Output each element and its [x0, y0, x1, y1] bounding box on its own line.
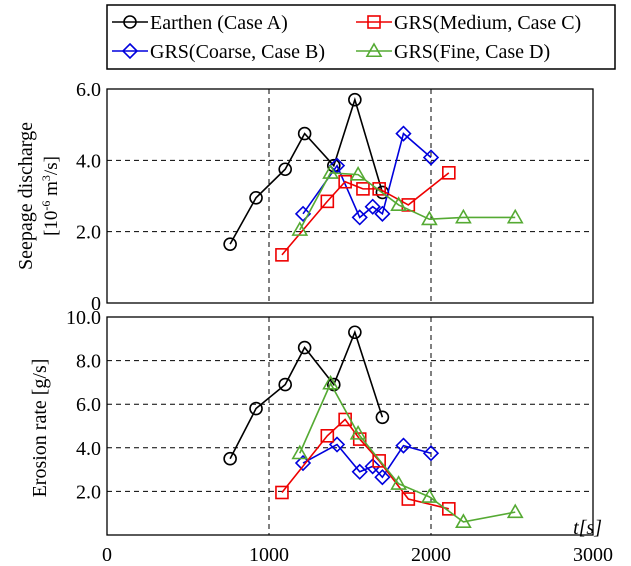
y-tick-label: 2.0 [76, 222, 101, 244]
data-point [338, 174, 352, 189]
series-line [302, 132, 432, 219]
seepage-plot-frame [106, 88, 594, 304]
data-point [320, 429, 335, 443]
series-line [281, 172, 450, 256]
data-point [356, 182, 370, 196]
erosion-plot-frame [106, 316, 594, 536]
data-point [390, 196, 407, 211]
data-point [291, 221, 309, 236]
erosion-ylabel: Erosion rate [g/s] [29, 359, 51, 498]
data-point [349, 425, 367, 440]
legend-label: GRS(Coarse, Case B) [150, 41, 325, 63]
series-line [229, 96, 384, 245]
data-point [372, 454, 386, 468]
series-line [299, 381, 516, 523]
x-axis-label: t[s] [573, 517, 602, 539]
data-point [320, 194, 335, 209]
y-tick-label: 8.0 [76, 351, 101, 373]
legend-label: GRS(Fine, Case D) [394, 41, 550, 63]
x-tick-label: 2000 [411, 544, 451, 566]
legend-entry-earthen-case-a: Earthen (Case A) [112, 12, 288, 34]
data-point [294, 205, 312, 222]
data-point [223, 451, 237, 466]
data-point [297, 126, 312, 141]
data-point [506, 208, 524, 224]
data-point [278, 377, 293, 392]
data-point [297, 340, 312, 355]
y-tick-label: 10.0 [66, 307, 101, 329]
data-point [442, 166, 456, 180]
data-point [348, 325, 362, 340]
data-point [374, 205, 391, 222]
y-tick-label: 6.0 [76, 79, 101, 101]
data-point [395, 437, 412, 454]
seepage-discharge-panel: 0 2.0 4.0 6.0 Seepage discharge [10-6 m3/s] [15, 79, 594, 315]
y-tick-label: 6.0 [76, 394, 101, 416]
seepage-ylabel-line2: [10-6 m3/s] [39, 156, 62, 236]
data-point [375, 410, 390, 425]
x-tick-label: 1000 [249, 544, 289, 566]
data-point [351, 209, 368, 226]
data-point [364, 458, 381, 475]
seepage-ylabel-line1: Seepage discharge [15, 122, 37, 270]
data-point [223, 237, 237, 251]
series-line [229, 329, 384, 460]
data-point [401, 492, 416, 506]
data-point [322, 164, 339, 179]
data-point [390, 475, 407, 490]
data-point [372, 182, 386, 196]
legend: Earthen (Case A) GRS(Medium, Case C) GRS(C… [106, 4, 616, 70]
data-point [291, 444, 309, 460]
data-point [506, 503, 524, 519]
series-earthen-case-a [223, 325, 390, 466]
legend-label: GRS(Medium, Case C) [394, 12, 581, 34]
data-point [455, 208, 472, 224]
data-point [364, 198, 381, 215]
legend-entry-grs-medium-case-c: GRS(Medium, Case C) [356, 12, 581, 34]
series-grs-medium-case-c [275, 412, 456, 516]
legend-marker [123, 15, 137, 29]
data-point [348, 92, 362, 107]
series-line [299, 171, 516, 231]
data-point [421, 210, 438, 226]
series-grs-coarse-case-b [294, 125, 440, 226]
data-point [395, 125, 412, 142]
data-point [249, 401, 263, 416]
data-point [249, 190, 263, 205]
data-point [349, 165, 367, 181]
series-grs-fine-case-d [291, 374, 524, 528]
data-point [322, 374, 339, 390]
data-point [278, 162, 293, 177]
legend-box [106, 4, 616, 70]
legend-marker [365, 42, 383, 58]
y-tick-label: 4.0 [76, 150, 101, 172]
legend-marker [367, 15, 381, 29]
erosion-rate-panel: 2.0 4.0 6.0 8.0 10.0 0 1000 2000 3000 Erosion r… [29, 307, 613, 566]
series-grs-fine-case-d [291, 164, 524, 236]
data-point [422, 149, 440, 166]
y-tick-label: 0 [91, 293, 101, 315]
y-tick-label: 4.0 [76, 438, 101, 460]
data-point [351, 463, 368, 480]
x-tick-label: 0 [102, 544, 112, 566]
x-tick-label: 3000 [573, 544, 613, 566]
data-point [275, 248, 289, 262]
legend-marker [121, 42, 139, 60]
data-point [374, 469, 391, 486]
data-point [455, 513, 472, 528]
legend-entry-grs-fine-case-d: GRS(Fine, Case D) [356, 41, 550, 63]
data-point [275, 485, 289, 500]
data-point [421, 488, 438, 503]
data-point [442, 502, 456, 516]
y-tick-label: 2.0 [76, 481, 101, 503]
series-earthen-case-a [223, 92, 390, 251]
data-point [422, 445, 440, 462]
legend-label: Earthen (Case A) [150, 12, 288, 34]
legend-entry-grs-coarse-case-b: GRS(Coarse, Case B) [112, 41, 325, 63]
